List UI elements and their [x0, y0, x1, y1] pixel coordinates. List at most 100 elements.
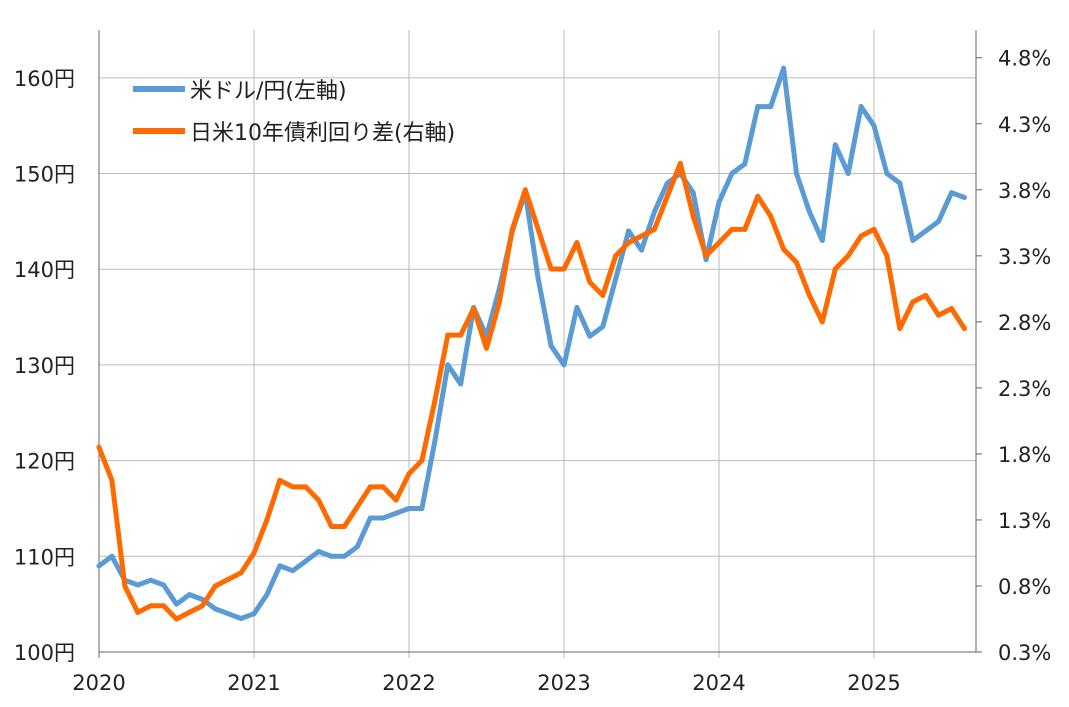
data-point-usdjpy: [845, 171, 851, 177]
y-right-tick-label: 1.8%: [998, 443, 1051, 467]
data-point-spread: [445, 332, 451, 338]
data-point-usdjpy: [613, 276, 619, 282]
data-point-usdjpy: [703, 257, 709, 263]
data-point-usdjpy: [961, 194, 967, 200]
y-right-tick-label: 1.3%: [998, 509, 1051, 533]
series-line-spread: [96, 160, 967, 622]
data-point-spread: [496, 299, 502, 305]
y-right-tick-label: 0.8%: [998, 575, 1051, 599]
data-point-usdjpy: [832, 142, 838, 148]
data-point-usdjpy: [781, 65, 787, 71]
data-point-spread: [225, 576, 231, 582]
data-point-usdjpy: [600, 324, 606, 330]
data-point-usdjpy: [587, 333, 593, 339]
data-point-spread: [290, 484, 296, 490]
data-point-usdjpy: [161, 582, 167, 588]
data-point-spread: [148, 603, 154, 609]
data-point-spread: [600, 292, 606, 298]
data-point-spread: [664, 193, 670, 199]
data-point-usdjpy: [380, 515, 386, 521]
y-left-tick-label: 140円: [14, 258, 75, 282]
data-point-usdjpy: [949, 190, 954, 196]
data-point-spread: [316, 497, 322, 503]
data-point-usdjpy: [742, 161, 748, 167]
data-point-usdjpy: [419, 505, 425, 511]
data-point-usdjpy: [561, 362, 567, 368]
data-point-spread: [393, 497, 399, 503]
data-point-usdjpy: [367, 515, 373, 521]
data-point-spread: [264, 517, 270, 523]
legend-label-spread: 日米10年債利回り差(右軸): [190, 121, 455, 146]
data-point-spread: [251, 550, 257, 556]
data-point-usdjpy: [329, 553, 334, 559]
data-point-usdjpy: [923, 228, 929, 234]
legend-label-usdjpy: 米ドル/円(左軸): [190, 79, 347, 104]
data-point-spread: [509, 226, 515, 232]
data-point-usdjpy: [277, 563, 283, 569]
data-point-spread: [174, 616, 179, 622]
data-point-usdjpy: [794, 171, 799, 177]
data-point-usdjpy: [406, 505, 412, 511]
y-left-tick-label: 100円: [14, 641, 75, 665]
y-right-tick-label: 2.8%: [998, 311, 1051, 335]
data-point-spread: [742, 226, 748, 232]
data-point-usdjpy: [174, 601, 179, 607]
data-point-spread: [574, 240, 580, 246]
data-point-usdjpy: [548, 343, 554, 349]
data-point-usdjpy: [251, 611, 257, 617]
data-point-spread: [122, 583, 128, 589]
data-point-usdjpy: [690, 190, 696, 196]
y-left-tick-label: 160円: [14, 67, 75, 91]
data-point-spread: [832, 266, 838, 272]
data-point-usdjpy: [225, 611, 231, 617]
data-point-spread: [897, 325, 903, 331]
data-point-spread: [161, 603, 167, 609]
data-point-usdjpy: [535, 276, 541, 282]
data-point-usdjpy: [884, 171, 890, 177]
data-point-spread: [380, 484, 386, 490]
data-point-spread: [277, 477, 283, 483]
data-point-usdjpy: [626, 228, 632, 234]
data-point-spread: [819, 319, 825, 325]
data-point-spread: [522, 187, 528, 193]
data-point-usdjpy: [858, 104, 864, 110]
data-point-usdjpy: [238, 616, 244, 622]
data-point-spread: [135, 609, 141, 615]
series-line-usdjpy: [96, 65, 967, 621]
data-point-spread: [471, 306, 477, 312]
data-point-usdjpy: [96, 563, 102, 569]
data-point-spread: [923, 292, 929, 298]
data-point-usdjpy: [651, 209, 657, 215]
y-left-tick-label: 150円: [14, 163, 75, 187]
data-point-spread: [587, 279, 593, 285]
y-right-tick-label: 3.8%: [998, 179, 1051, 203]
data-point-spread: [561, 266, 567, 272]
data-point-spread: [936, 312, 942, 318]
data-point-spread: [794, 259, 799, 265]
data-point-spread: [639, 233, 644, 239]
data-point-usdjpy: [910, 238, 916, 244]
y-right-tick-label: 2.3%: [998, 377, 1051, 401]
x-tick-label: 2021: [227, 671, 280, 695]
axes: 100円 110円 120円 130円 140円 150円 160円 0.3% 0.8% 1.3%…: [14, 30, 1051, 695]
data-point-spread: [884, 253, 890, 259]
data-point-spread: [651, 226, 657, 232]
data-point-usdjpy: [109, 553, 115, 559]
y-left-tick-label: 120円: [14, 450, 75, 474]
data-point-usdjpy: [716, 199, 722, 205]
data-point-usdjpy: [768, 104, 774, 110]
data-point-usdjpy: [432, 438, 438, 444]
data-point-usdjpy: [639, 247, 644, 253]
data-point-spread: [626, 240, 632, 246]
data-point-usdjpy: [135, 582, 141, 588]
data-point-spread: [910, 299, 916, 305]
data-point-usdjpy: [458, 381, 464, 387]
y-left-tick-label: 110円: [14, 545, 75, 569]
data-point-spread: [716, 240, 722, 246]
data-point-spread: [419, 458, 425, 464]
x-tick-label: 2023: [537, 671, 590, 695]
data-point-spread: [781, 246, 787, 252]
y-left-tick-label: 130円: [14, 354, 75, 378]
data-point-spread: [548, 266, 554, 272]
